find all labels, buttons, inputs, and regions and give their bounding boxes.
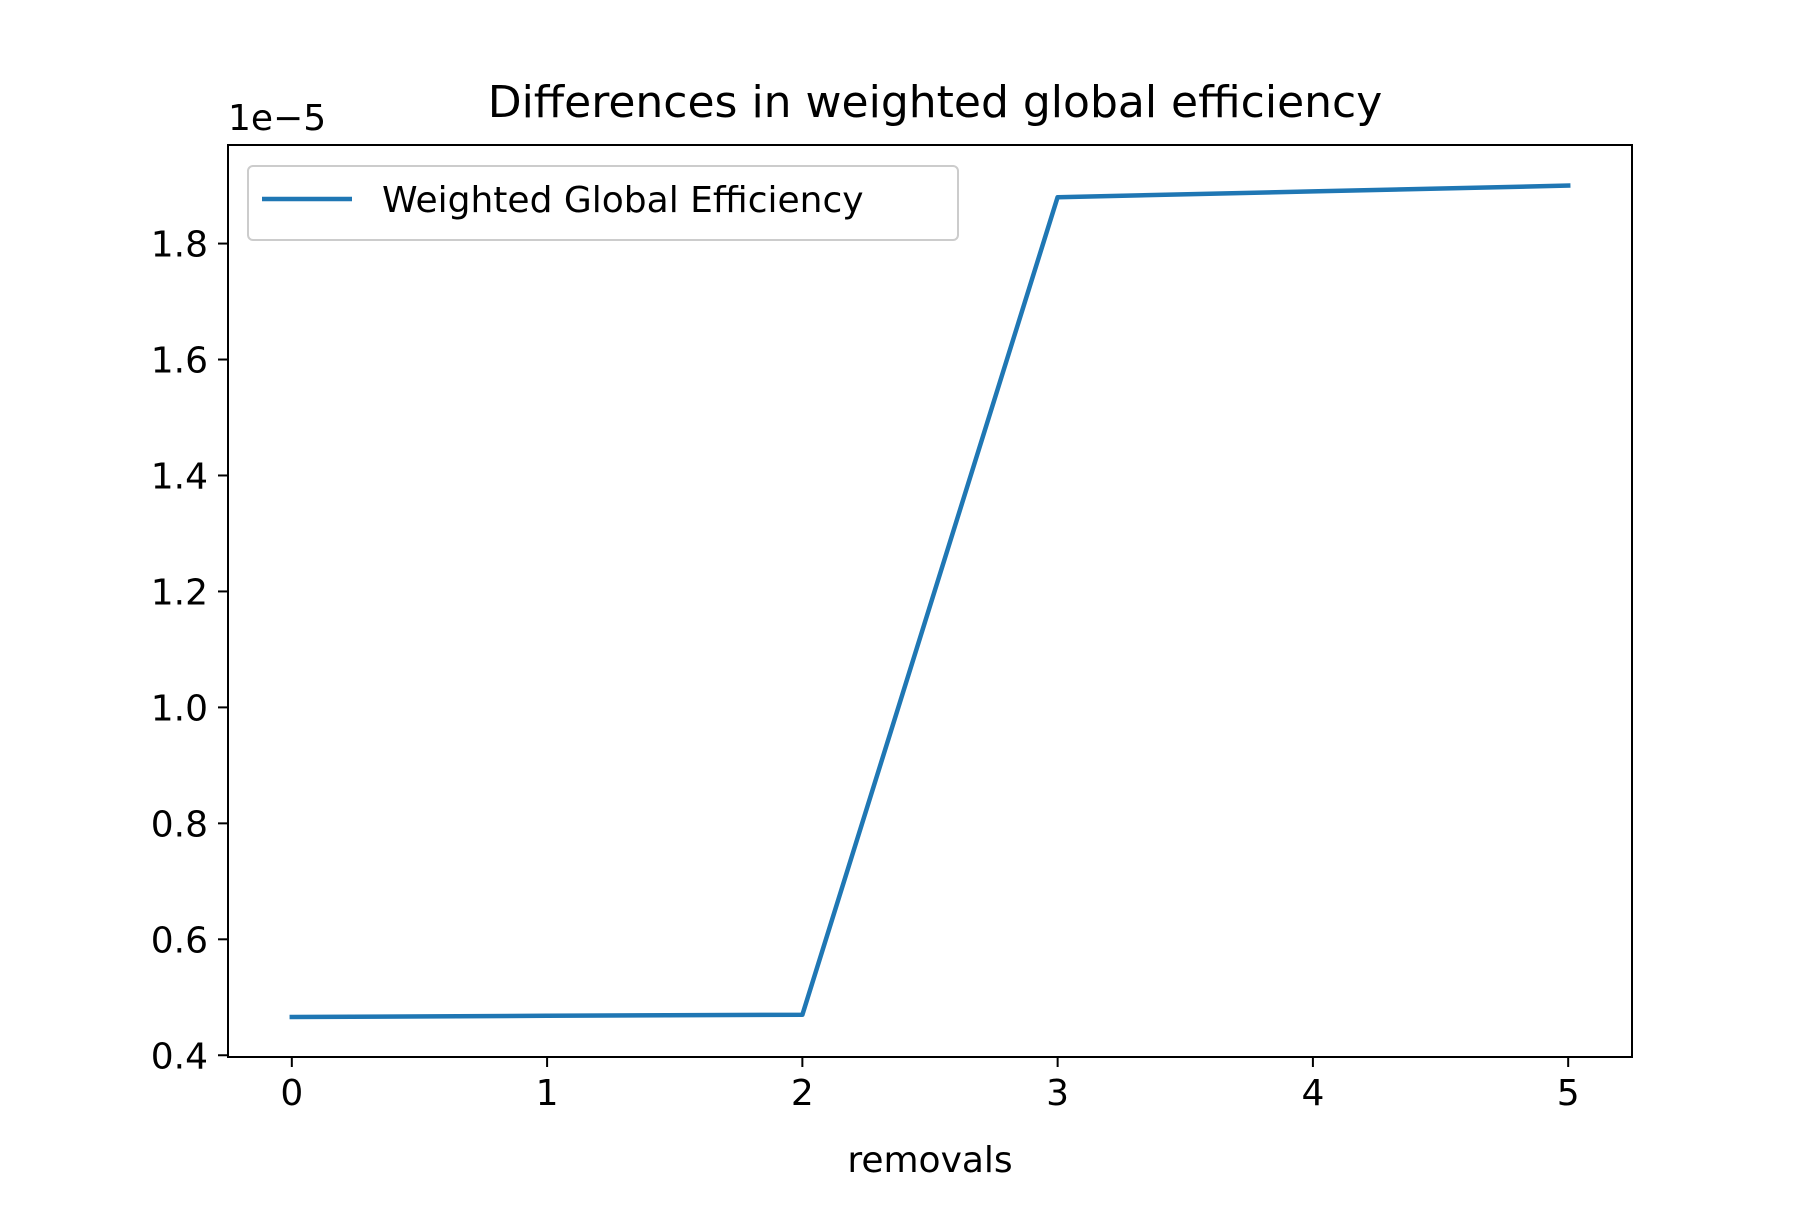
y-axis: 0.4 0.6 0.8 1.0 1.2 1.4 1.6 1.8 (151, 225, 228, 1077)
series-line-weighted-global-efficiency (289, 183, 1571, 1020)
chart-title: Differences in weighted global efficienc… (488, 77, 1383, 128)
y-tick-label: 1.2 (151, 572, 208, 613)
y-axis-offset-label: 1e−5 (228, 98, 326, 139)
y-tick-label: 1.0 (151, 688, 208, 729)
plot-frame (227, 144, 1633, 1058)
legend-label: Weighted Global Efficiency (382, 180, 864, 221)
x-tick-label: 1 (536, 1073, 559, 1114)
plot-area (289, 183, 1571, 1020)
legend-box (247, 165, 959, 241)
y-tick-label: 0.8 (151, 804, 208, 845)
x-tick-label: 3 (1046, 1073, 1069, 1114)
y-tick-label: 0.6 (151, 920, 208, 961)
x-axis-label: removals (847, 1140, 1012, 1181)
y-tick-label: 1.6 (151, 341, 208, 382)
x-tick-label: 0 (280, 1073, 303, 1114)
legend: Weighted Global Efficiency (247, 165, 959, 241)
y-tick-label: 0.4 (151, 1036, 208, 1077)
x-tick-label: 5 (1557, 1073, 1580, 1114)
x-tick-label: 2 (791, 1073, 814, 1114)
x-tick-label: 4 (1301, 1073, 1324, 1114)
x-axis: 0 1 2 3 4 5 (280, 1057, 1580, 1114)
y-tick-label: 1.4 (151, 456, 208, 497)
y-tick-label: 1.8 (151, 225, 208, 266)
